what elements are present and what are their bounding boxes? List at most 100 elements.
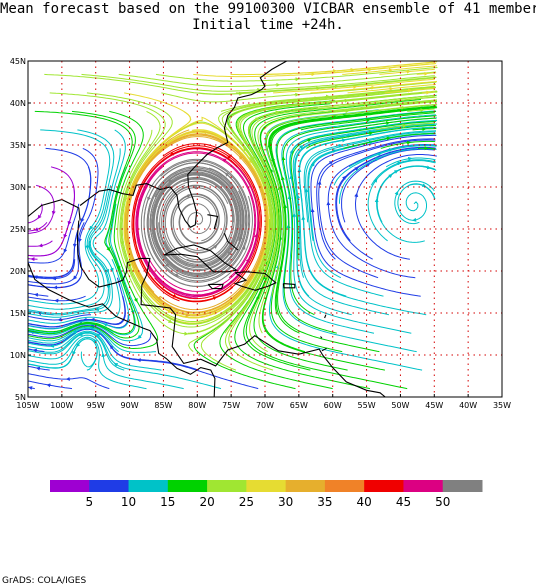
- lat-tick-label: 25N: [10, 225, 26, 234]
- streamline-arrow: [354, 192, 359, 198]
- colorbar-swatch: [50, 480, 90, 492]
- streamline-arrow: [299, 145, 304, 150]
- streamline: [28, 373, 110, 390]
- streamline-arrow: [251, 155, 255, 161]
- colorbar-label: 15: [160, 495, 175, 509]
- streamline: [28, 185, 112, 314]
- streamline-arrow: [412, 217, 417, 222]
- lon-tick-label: 75W: [222, 401, 240, 410]
- lat-tick-label: 20N: [10, 267, 26, 276]
- lon-tick-label: 50W: [391, 401, 409, 410]
- streamline-arrow: [224, 172, 230, 177]
- streamline: [394, 180, 435, 225]
- coastlines: [28, 61, 387, 397]
- streamline-arrow: [167, 319, 173, 324]
- streamline: [28, 380, 73, 390]
- streamline-arrow: [393, 170, 399, 174]
- streamline-arrow: [226, 155, 232, 160]
- streamline-arrow: [388, 147, 394, 152]
- lon-tick-label: 55W: [358, 401, 376, 410]
- lon-tick-label: 90W: [121, 401, 139, 410]
- streamline-arrow: [241, 245, 246, 251]
- lat-tick-label: 15N: [10, 309, 26, 318]
- title-line-2: Initial time +24h.: [192, 17, 344, 33]
- lon-tick-label: 95W: [87, 401, 105, 410]
- streamline: [28, 331, 222, 390]
- streamline-arrow: [342, 175, 347, 181]
- streamline-arrow: [95, 333, 101, 338]
- colorbar-label: 35: [317, 495, 332, 509]
- coastline: [320, 336, 323, 339]
- streamline-arrow: [67, 220, 72, 226]
- streamline-arrow: [317, 180, 322, 186]
- streamline-arrow: [130, 309, 135, 315]
- lon-tick-label: 105W: [16, 401, 39, 410]
- streamline-arrow: [78, 332, 83, 336]
- lat-tick-label: 30N: [10, 183, 26, 192]
- streamline-arrow: [289, 149, 294, 155]
- coastline: [207, 214, 219, 230]
- streamline-arrow: [90, 324, 95, 329]
- streamline-arrow: [131, 268, 136, 273]
- lat-tick-label: 45N: [10, 57, 26, 66]
- colorbar-label: 45: [396, 495, 411, 509]
- streamline-arrow: [32, 348, 38, 353]
- streamline-arrow: [77, 237, 82, 243]
- streamline-arrow: [238, 129, 243, 135]
- streamline: [376, 165, 437, 223]
- streamline-arrow: [80, 217, 85, 223]
- lon-tick-label: 70W: [256, 401, 274, 410]
- lon-tick-label: 35W: [493, 401, 511, 410]
- streamline-arrow: [157, 295, 162, 301]
- colorbar-label: 10: [121, 495, 136, 509]
- colorbar-swatch: [246, 480, 287, 492]
- streamline-arrow: [63, 248, 68, 254]
- streamline-arrow: [354, 166, 359, 171]
- streamline-arrow: [154, 204, 158, 210]
- streamline-arrow: [138, 199, 143, 204]
- coastline: [207, 283, 224, 290]
- streamline-arrow: [113, 362, 119, 367]
- lat-tick-label: 5N: [15, 393, 26, 402]
- streamlines: [28, 61, 438, 390]
- streamline-arrow: [119, 240, 124, 246]
- coastline: [163, 244, 239, 273]
- lon-tick-label: 65W: [290, 401, 308, 410]
- lon-tick-label: 85W: [154, 401, 172, 410]
- lat-tick-label: 10N: [10, 351, 26, 360]
- streamline-arrow: [212, 296, 218, 300]
- streamline-arrow: [109, 267, 114, 273]
- streamline-arrow: [89, 225, 94, 231]
- coastline: [324, 314, 327, 319]
- streamline-arrow: [222, 158, 227, 163]
- streamline-arrow: [280, 175, 285, 181]
- streamline-arrow: [76, 342, 81, 348]
- coastline: [28, 262, 216, 397]
- streamline-arrow: [101, 352, 106, 358]
- colorbar-label: 50: [435, 495, 450, 509]
- streamline-arrow: [265, 131, 270, 137]
- streamline-arrow: [38, 243, 43, 248]
- colorbar-label: 25: [239, 495, 254, 509]
- colorbar-swatch: [89, 480, 130, 492]
- streamline-arrow: [385, 136, 391, 141]
- streamline-arrow: [169, 151, 175, 156]
- coastline: [321, 347, 327, 352]
- streamline-arrow: [341, 138, 347, 143]
- streamline-arrow: [72, 329, 78, 334]
- streamline-arrow: [328, 161, 334, 165]
- colorbar-swatch: [403, 480, 444, 492]
- streamline-arrow: [213, 244, 218, 249]
- colorbar-label: 40: [357, 495, 372, 509]
- streamline-arrow: [426, 165, 431, 170]
- colorbar-swatch: [442, 480, 483, 492]
- streamline-arrow: [89, 326, 95, 331]
- colorbar-swatch: [167, 480, 208, 492]
- streamline-arrow: [261, 275, 266, 280]
- streamline-arrow: [306, 138, 312, 143]
- streamline-arrow: [51, 210, 56, 216]
- coastline: [223, 232, 239, 251]
- lon-tick-label: 80W: [188, 401, 206, 410]
- colorbar-label: 5: [85, 495, 93, 509]
